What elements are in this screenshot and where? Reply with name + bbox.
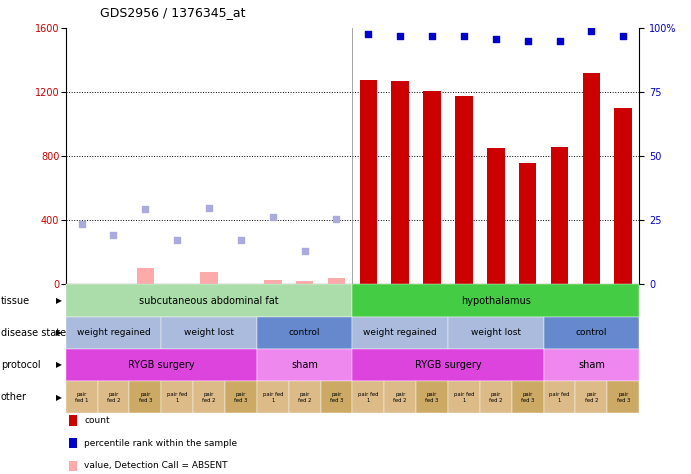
- Point: [426, 32, 437, 40]
- Text: pair
fed 3: pair fed 3: [234, 392, 247, 402]
- Text: weight regained: weight regained: [363, 328, 437, 337]
- Point: [267, 213, 278, 221]
- Text: pair fed
1: pair fed 1: [549, 392, 570, 402]
- Point: [586, 27, 597, 35]
- Point: [491, 35, 502, 43]
- Text: pair
fed 2: pair fed 2: [106, 392, 120, 402]
- Text: pair
fed 2: pair fed 2: [489, 392, 502, 402]
- Bar: [614, 109, 632, 284]
- Point: [363, 30, 374, 37]
- Text: pair
fed 2: pair fed 2: [298, 392, 312, 402]
- Text: pair
fed 3: pair fed 3: [330, 392, 343, 402]
- Text: protocol: protocol: [1, 360, 40, 370]
- Text: weight lost: weight lost: [184, 328, 234, 337]
- Point: [171, 236, 182, 244]
- Text: pair
fed 3: pair fed 3: [139, 392, 152, 402]
- Text: pair
fed 3: pair fed 3: [426, 392, 439, 402]
- Bar: [455, 96, 473, 284]
- Bar: [359, 80, 377, 284]
- Text: other: other: [1, 392, 27, 402]
- Text: pair
fed 3: pair fed 3: [521, 392, 534, 402]
- Text: pair
fed 3: pair fed 3: [616, 392, 630, 402]
- Bar: [424, 91, 441, 284]
- Text: ▶: ▶: [56, 328, 62, 337]
- Text: pair fed
1: pair fed 1: [167, 392, 187, 402]
- Text: percentile rank within the sample: percentile rank within the sample: [84, 439, 238, 447]
- Bar: [391, 81, 409, 284]
- Bar: [551, 147, 568, 284]
- Text: control: control: [576, 328, 607, 337]
- Point: [299, 247, 310, 255]
- Text: subcutaneous abdominal fat: subcutaneous abdominal fat: [139, 295, 279, 306]
- Text: pair
fed 2: pair fed 2: [202, 392, 216, 402]
- Text: RYGB surgery: RYGB surgery: [415, 360, 482, 370]
- Text: sham: sham: [578, 360, 605, 370]
- Text: value, Detection Call = ABSENT: value, Detection Call = ABSENT: [84, 462, 228, 470]
- Text: control: control: [289, 328, 321, 337]
- Point: [618, 32, 629, 40]
- Text: sham: sham: [291, 360, 318, 370]
- Text: pair fed
1: pair fed 1: [263, 392, 283, 402]
- Text: pair
fed 2: pair fed 2: [393, 392, 407, 402]
- Point: [140, 205, 151, 213]
- Point: [203, 204, 214, 211]
- Text: RYGB surgery: RYGB surgery: [128, 360, 195, 370]
- Point: [331, 215, 342, 223]
- Point: [458, 32, 469, 40]
- Bar: [137, 268, 154, 284]
- Point: [554, 37, 565, 45]
- Point: [522, 37, 533, 45]
- Text: ▶: ▶: [56, 296, 62, 305]
- Text: ▶: ▶: [56, 361, 62, 369]
- Point: [236, 236, 247, 244]
- Text: GDS2956 / 1376345_at: GDS2956 / 1376345_at: [100, 6, 246, 19]
- Point: [395, 32, 406, 40]
- Bar: [487, 148, 504, 284]
- Bar: [583, 73, 600, 284]
- Text: count: count: [84, 416, 110, 425]
- Bar: [296, 281, 314, 284]
- Text: disease state: disease state: [1, 328, 66, 338]
- Bar: [264, 280, 281, 284]
- Text: pair fed
1: pair fed 1: [358, 392, 379, 402]
- Text: hypothalamus: hypothalamus: [461, 295, 531, 306]
- Text: tissue: tissue: [1, 295, 30, 306]
- Text: weight regained: weight regained: [77, 328, 151, 337]
- Bar: [200, 272, 218, 284]
- Point: [76, 220, 87, 228]
- Point: [108, 231, 119, 238]
- Text: ▶: ▶: [56, 393, 62, 401]
- Bar: [328, 278, 346, 284]
- Text: pair
fed 1: pair fed 1: [75, 392, 88, 402]
- Text: pair fed
1: pair fed 1: [454, 392, 474, 402]
- Text: pair
fed 2: pair fed 2: [585, 392, 598, 402]
- Text: weight lost: weight lost: [471, 328, 521, 337]
- Bar: [519, 163, 536, 284]
